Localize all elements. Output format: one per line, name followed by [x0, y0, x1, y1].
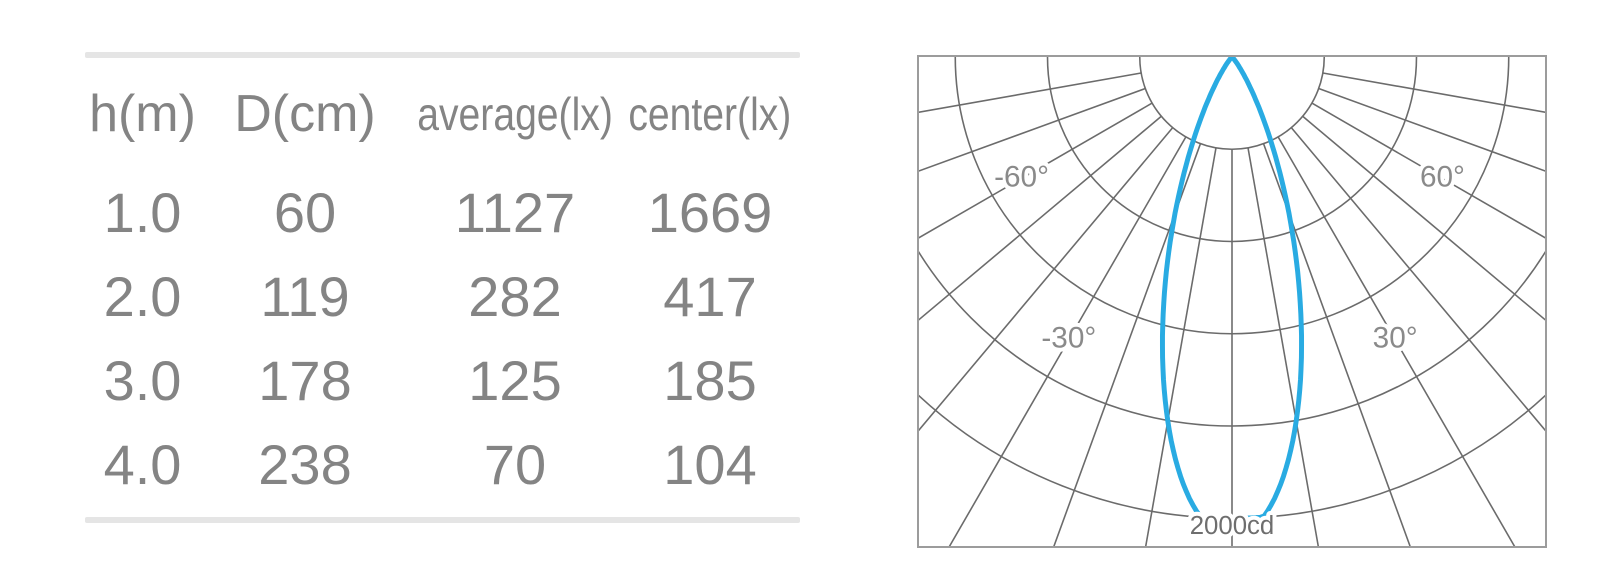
table-cell: 282 — [468, 264, 562, 328]
table-cell: 119 — [260, 264, 350, 328]
table-cell: 104 — [663, 432, 757, 496]
svg-text:-30°: -30° — [1041, 321, 1096, 354]
table-cell: 238 — [258, 432, 352, 496]
table-row: 3.0 178 125 185 — [85, 338, 800, 422]
angle-labels: -60° 60° -30° 30° — [990, 156, 1469, 358]
table-row: 1.0 60 1127 1669 — [85, 170, 800, 254]
beam-curve — [1159, 57, 1305, 521]
max-candela-label: 2000cd — [1190, 512, 1275, 540]
table-cell: 2.0 — [103, 264, 182, 328]
svg-text:-60°: -60° — [994, 160, 1049, 193]
column-header-center: center(lx) — [628, 88, 792, 140]
column-header-height: h(m) — [89, 85, 196, 143]
svg-text:30°: 30° — [1373, 321, 1418, 354]
light-distribution-chart: -60° 60° -30° 30° 2000cd — [917, 55, 1547, 548]
table-cell: 3.0 — [103, 348, 182, 412]
table-cell: 60 — [273, 180, 337, 244]
polar-grid — [919, 57, 1545, 546]
table-cell: 4.0 — [103, 432, 182, 496]
table-top-rule — [85, 52, 800, 58]
column-header-average: average(lx) — [417, 88, 613, 140]
table-cell: 1.0 — [103, 180, 182, 244]
table-row: 4.0 238 70 104 — [85, 422, 800, 506]
table-header-row: h(m) D(cm) average(lx) center(lx) — [85, 58, 800, 170]
table-cell: 185 — [663, 348, 757, 412]
column-header-diameter: D(cm) — [234, 85, 376, 143]
table-cell: 417 — [663, 264, 757, 328]
table-cell: 178 — [258, 348, 352, 412]
illuminance-table: h(m) D(cm) average(lx) center(lx) 1.0 60… — [85, 52, 800, 523]
table-row: 2.0 119 282 417 — [85, 254, 800, 338]
table-cell: 1669 — [647, 180, 773, 244]
table-bottom-rule — [85, 517, 800, 523]
table-cell: 70 — [483, 432, 547, 496]
table-cell: 125 — [468, 348, 562, 412]
polar-chart-svg: -60° 60° -30° 30° 2000cd — [919, 57, 1545, 546]
table-cell: 1127 — [454, 180, 576, 244]
svg-text:60°: 60° — [1420, 160, 1465, 193]
